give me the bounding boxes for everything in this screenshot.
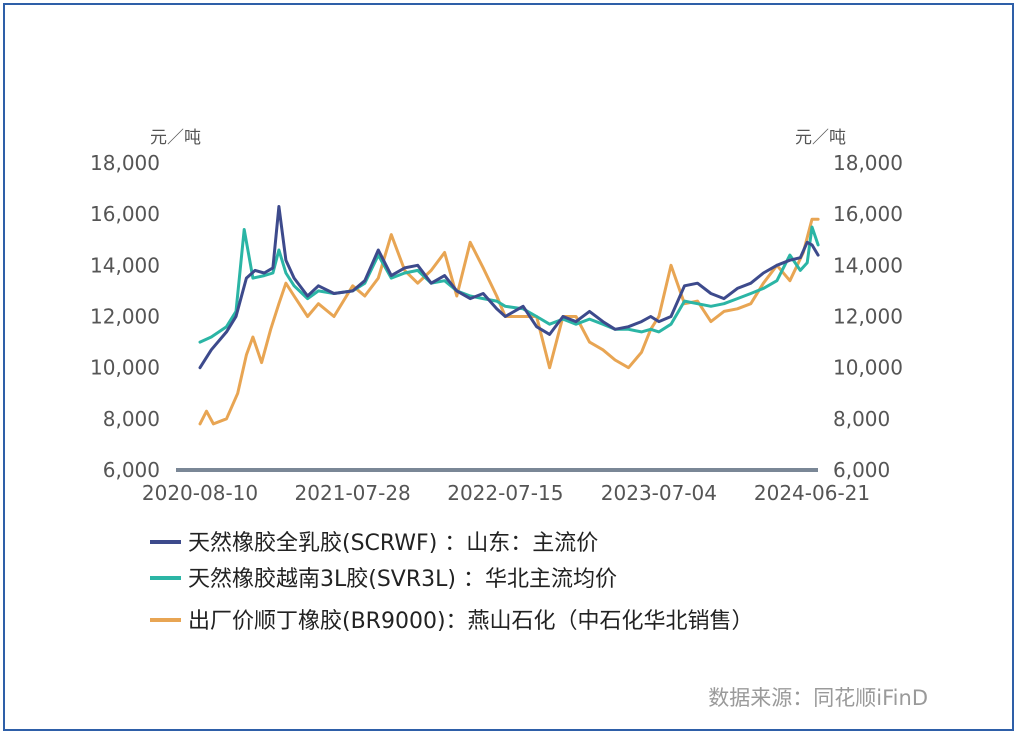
data-source: 数据来源：同花顺iFinD [708, 686, 928, 710]
y-tick-label-left: 10,000 [90, 356, 160, 380]
y-tick-label-left: 14,000 [90, 253, 160, 277]
y-tick-label-right: 10,000 [833, 356, 903, 380]
y-tick-label-left: 16,000 [90, 202, 160, 226]
y-tick-label-left: 18,000 [90, 151, 160, 175]
right-axis-unit: 元／吨 [795, 128, 846, 148]
series-lines [198, 205, 820, 426]
chart-frame [3, 3, 1014, 731]
y-tick-label-right: 18,000 [833, 151, 903, 175]
y-tick-label-right: 14,000 [833, 253, 903, 277]
x-tick-label: 2023-07-04 [601, 481, 717, 505]
legend-label-3: 出厂价顺丁橡胶(BR9000)：燕山石化（中石化华北销售） [188, 609, 754, 634]
legend-label-1: 天然橡胶全乳胶(SCRWF) ：山东：主流价 [188, 531, 598, 556]
y-tick-label-right: 16,000 [833, 202, 903, 226]
axes: 18,000 16,000 14,000 12,000 10,000 8,000 6,000… [90, 151, 903, 505]
y-tick-label-left: 12,000 [90, 305, 160, 329]
left-axis-unit: 元／吨 [150, 128, 201, 148]
y-tick-label-right: 6,000 [833, 458, 890, 482]
series-line-2 [198, 225, 820, 344]
y-tick-label-left: 6,000 [103, 458, 160, 482]
x-tick-label: 2022-07-15 [447, 481, 563, 505]
y-tick-label-right: 8,000 [833, 407, 890, 431]
y-tick-label-left: 8,000 [103, 407, 160, 431]
x-tick-label: 2024-06-21 [754, 481, 870, 505]
x-tick-label: 2021-07-28 [295, 481, 411, 505]
legend-label-2: 天然橡胶越南3L胶(SVR3L) ：华北主流均价 [188, 567, 617, 592]
x-tick-label: 2020-08-10 [142, 481, 258, 505]
series-line-3 [198, 217, 820, 426]
series-line-1 [198, 205, 820, 370]
y-tick-label-right: 12,000 [833, 305, 903, 329]
